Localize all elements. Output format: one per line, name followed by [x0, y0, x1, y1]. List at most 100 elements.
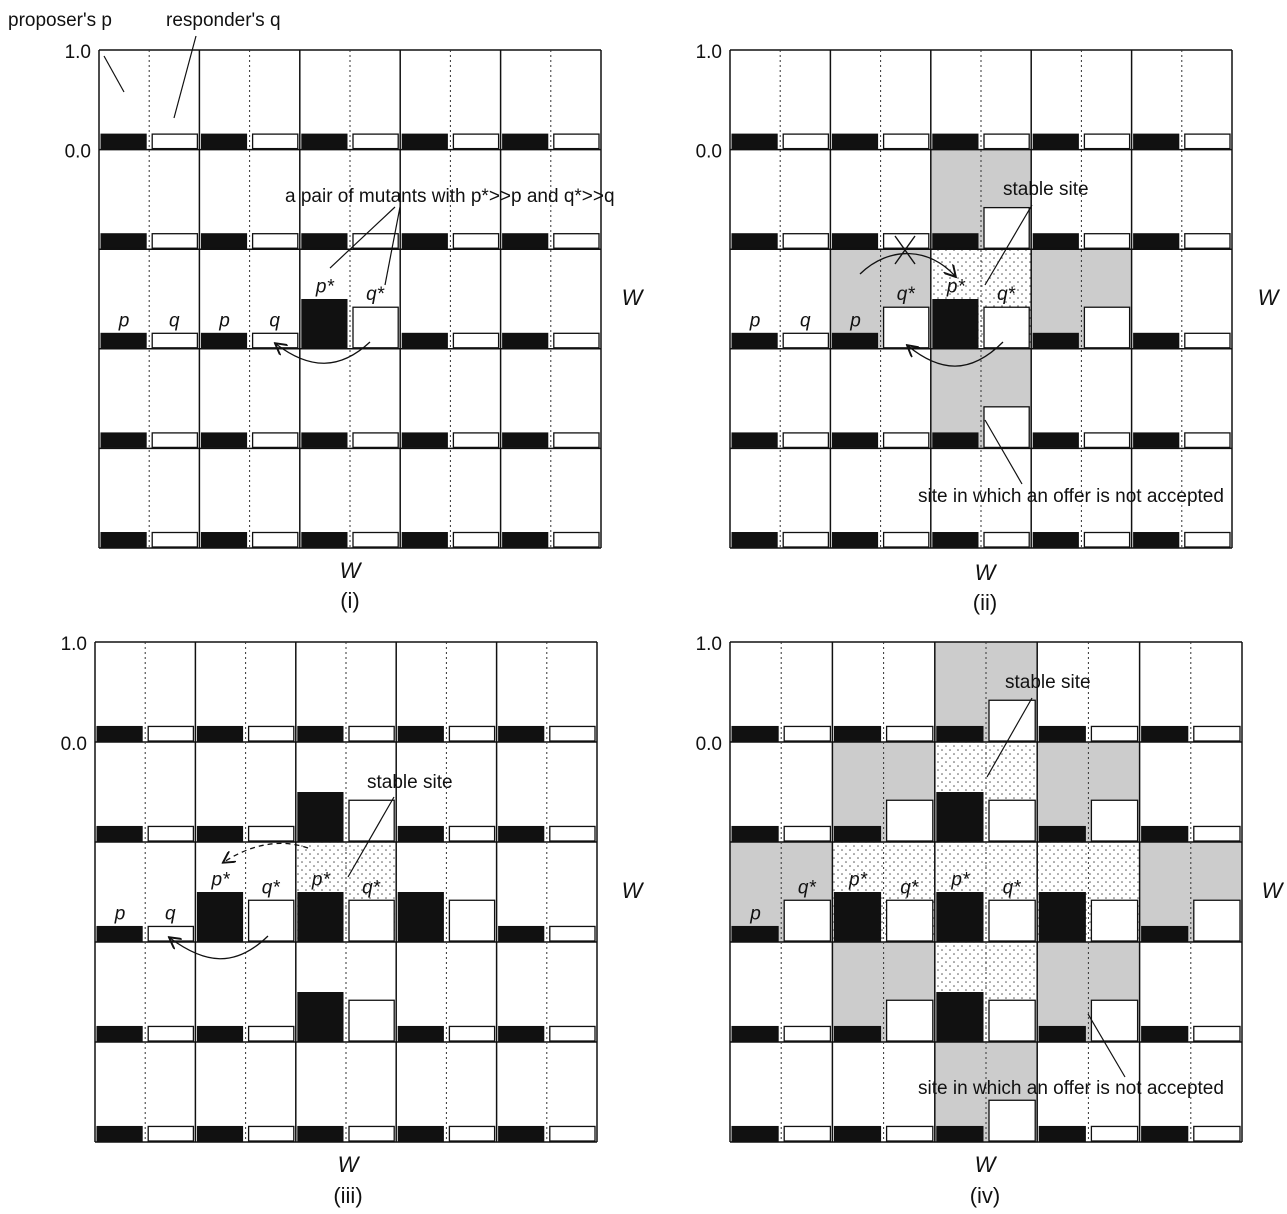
- bar-label: q*: [798, 877, 817, 898]
- proposer-bar: [200, 532, 248, 548]
- proposer-bar: [502, 432, 549, 448]
- responder-bar: [882, 233, 930, 249]
- responder-bar: [151, 531, 199, 548]
- responder-bar: [1193, 825, 1241, 842]
- mutant-pointer-p: [329, 206, 396, 269]
- not-accepted-pointer-iv: [1087, 1013, 1126, 1078]
- proposer-bar: [401, 432, 448, 448]
- panel-caption: (iv): [970, 1183, 1001, 1208]
- responder-bar: [448, 725, 496, 742]
- bar-label: q*: [900, 877, 919, 898]
- proposer-bar: [297, 992, 344, 1042]
- bar-label: q: [165, 903, 176, 924]
- proposer-bar: [731, 1125, 779, 1142]
- responder-pointer: [173, 35, 197, 119]
- proposer-bar: [1038, 892, 1086, 942]
- responder-bar: [1193, 1025, 1241, 1042]
- migration-arrow-iii: [170, 935, 269, 960]
- proposer-bar: [200, 133, 248, 150]
- proposer-bar: [96, 725, 143, 742]
- proposer-bar: [1133, 532, 1180, 548]
- y-axis-label: W: [1262, 878, 1285, 903]
- proposer-bar: [1038, 825, 1086, 842]
- proposer-bar: [1133, 332, 1180, 349]
- panel-i: p q p q p* q* 1.0 0.0 W W (i): [65, 42, 645, 613]
- responder-bar: [352, 133, 399, 150]
- bar-label: p*: [315, 276, 335, 297]
- responder-bar: [782, 332, 830, 349]
- proposer-bar: [1141, 825, 1189, 842]
- proposer-bar: [1133, 133, 1180, 150]
- proposer-bar: [196, 1025, 244, 1042]
- proposer-bar: [100, 432, 147, 448]
- responder-bar: [549, 825, 596, 842]
- responder-bar: [783, 1125, 832, 1142]
- responder-bar: [448, 899, 496, 942]
- proposer-bar: [1032, 432, 1079, 448]
- responder-bar: [147, 725, 195, 742]
- proposer-bar: [731, 825, 779, 842]
- responder-bar: [452, 332, 500, 349]
- proposer-bar: [831, 332, 879, 349]
- responder-bar: [151, 332, 199, 349]
- responder-bar: [448, 825, 496, 842]
- responder-bar: [147, 1025, 195, 1042]
- y-tick-zero: 0.0: [696, 734, 722, 755]
- y-axis-label: W: [622, 878, 645, 903]
- proposer-bar: [96, 825, 143, 842]
- responder-bar: [882, 531, 930, 548]
- responder-bar: [783, 725, 832, 742]
- not-accepted-pointer-ii: [984, 419, 1023, 485]
- proposer-bar: [731, 532, 778, 548]
- proposer-bar: [1032, 233, 1079, 249]
- proposer-bar: [833, 892, 882, 942]
- responder-bar: [1184, 531, 1231, 548]
- responder-bar: [1090, 999, 1139, 1042]
- x-axis-label: W: [975, 1152, 998, 1177]
- panel-iv: p q* p* q* p* q* 1.0 0.0 W W (iv): [696, 634, 1285, 1208]
- x-axis-label: W: [975, 560, 998, 585]
- failed-migration-arrow-ii: [859, 252, 955, 276]
- proposer-bar: [731, 133, 778, 150]
- bar-label: p: [749, 310, 761, 331]
- responder-bar: [553, 332, 600, 349]
- proposer-bar: [100, 133, 147, 150]
- proposer-bar: [1038, 725, 1086, 742]
- responder-bar: [549, 925, 596, 942]
- responder-bar: [783, 825, 832, 842]
- bar-label: q*: [366, 284, 385, 305]
- responder-bar: [783, 899, 832, 942]
- proposer-bar: [731, 432, 778, 448]
- cross-mark-b: [894, 235, 916, 265]
- bar-label: q: [269, 310, 280, 331]
- panel-ii: p q p q* p* q* 1.0 0.0 W W (ii): [696, 42, 1281, 615]
- proposer-bar: [833, 1025, 882, 1042]
- bar-label: q*: [362, 877, 381, 898]
- proposer-bar: [502, 233, 549, 249]
- responder-bar: [782, 432, 830, 449]
- migration-arrow-ii: [908, 341, 1004, 367]
- proposer-bar: [936, 1125, 984, 1142]
- responder-bar: [549, 1125, 596, 1142]
- responder-bar: [988, 1099, 1036, 1142]
- proposer-bar: [397, 725, 444, 742]
- proposer-bar: [1032, 332, 1079, 349]
- proposer-bar: [100, 532, 147, 548]
- responder-bar: [1083, 432, 1131, 449]
- proposer-bar: [932, 298, 979, 349]
- responder-bar: [553, 133, 600, 150]
- responder-bar: [1184, 233, 1231, 249]
- bar-label: p*: [946, 276, 966, 297]
- bar-label: p: [749, 903, 761, 924]
- stable-site-pointer-ii: [984, 204, 1033, 286]
- proposer-bar: [196, 892, 244, 942]
- responder-bar: [251, 432, 299, 449]
- responder-bar: [983, 531, 1030, 548]
- responder-bar: [448, 1025, 496, 1042]
- bar-label: p: [218, 310, 230, 331]
- proposer-bar: [502, 332, 549, 349]
- responder-bar: [885, 1125, 934, 1142]
- proposer-bar: [833, 1125, 882, 1142]
- proposer-bar: [301, 233, 348, 249]
